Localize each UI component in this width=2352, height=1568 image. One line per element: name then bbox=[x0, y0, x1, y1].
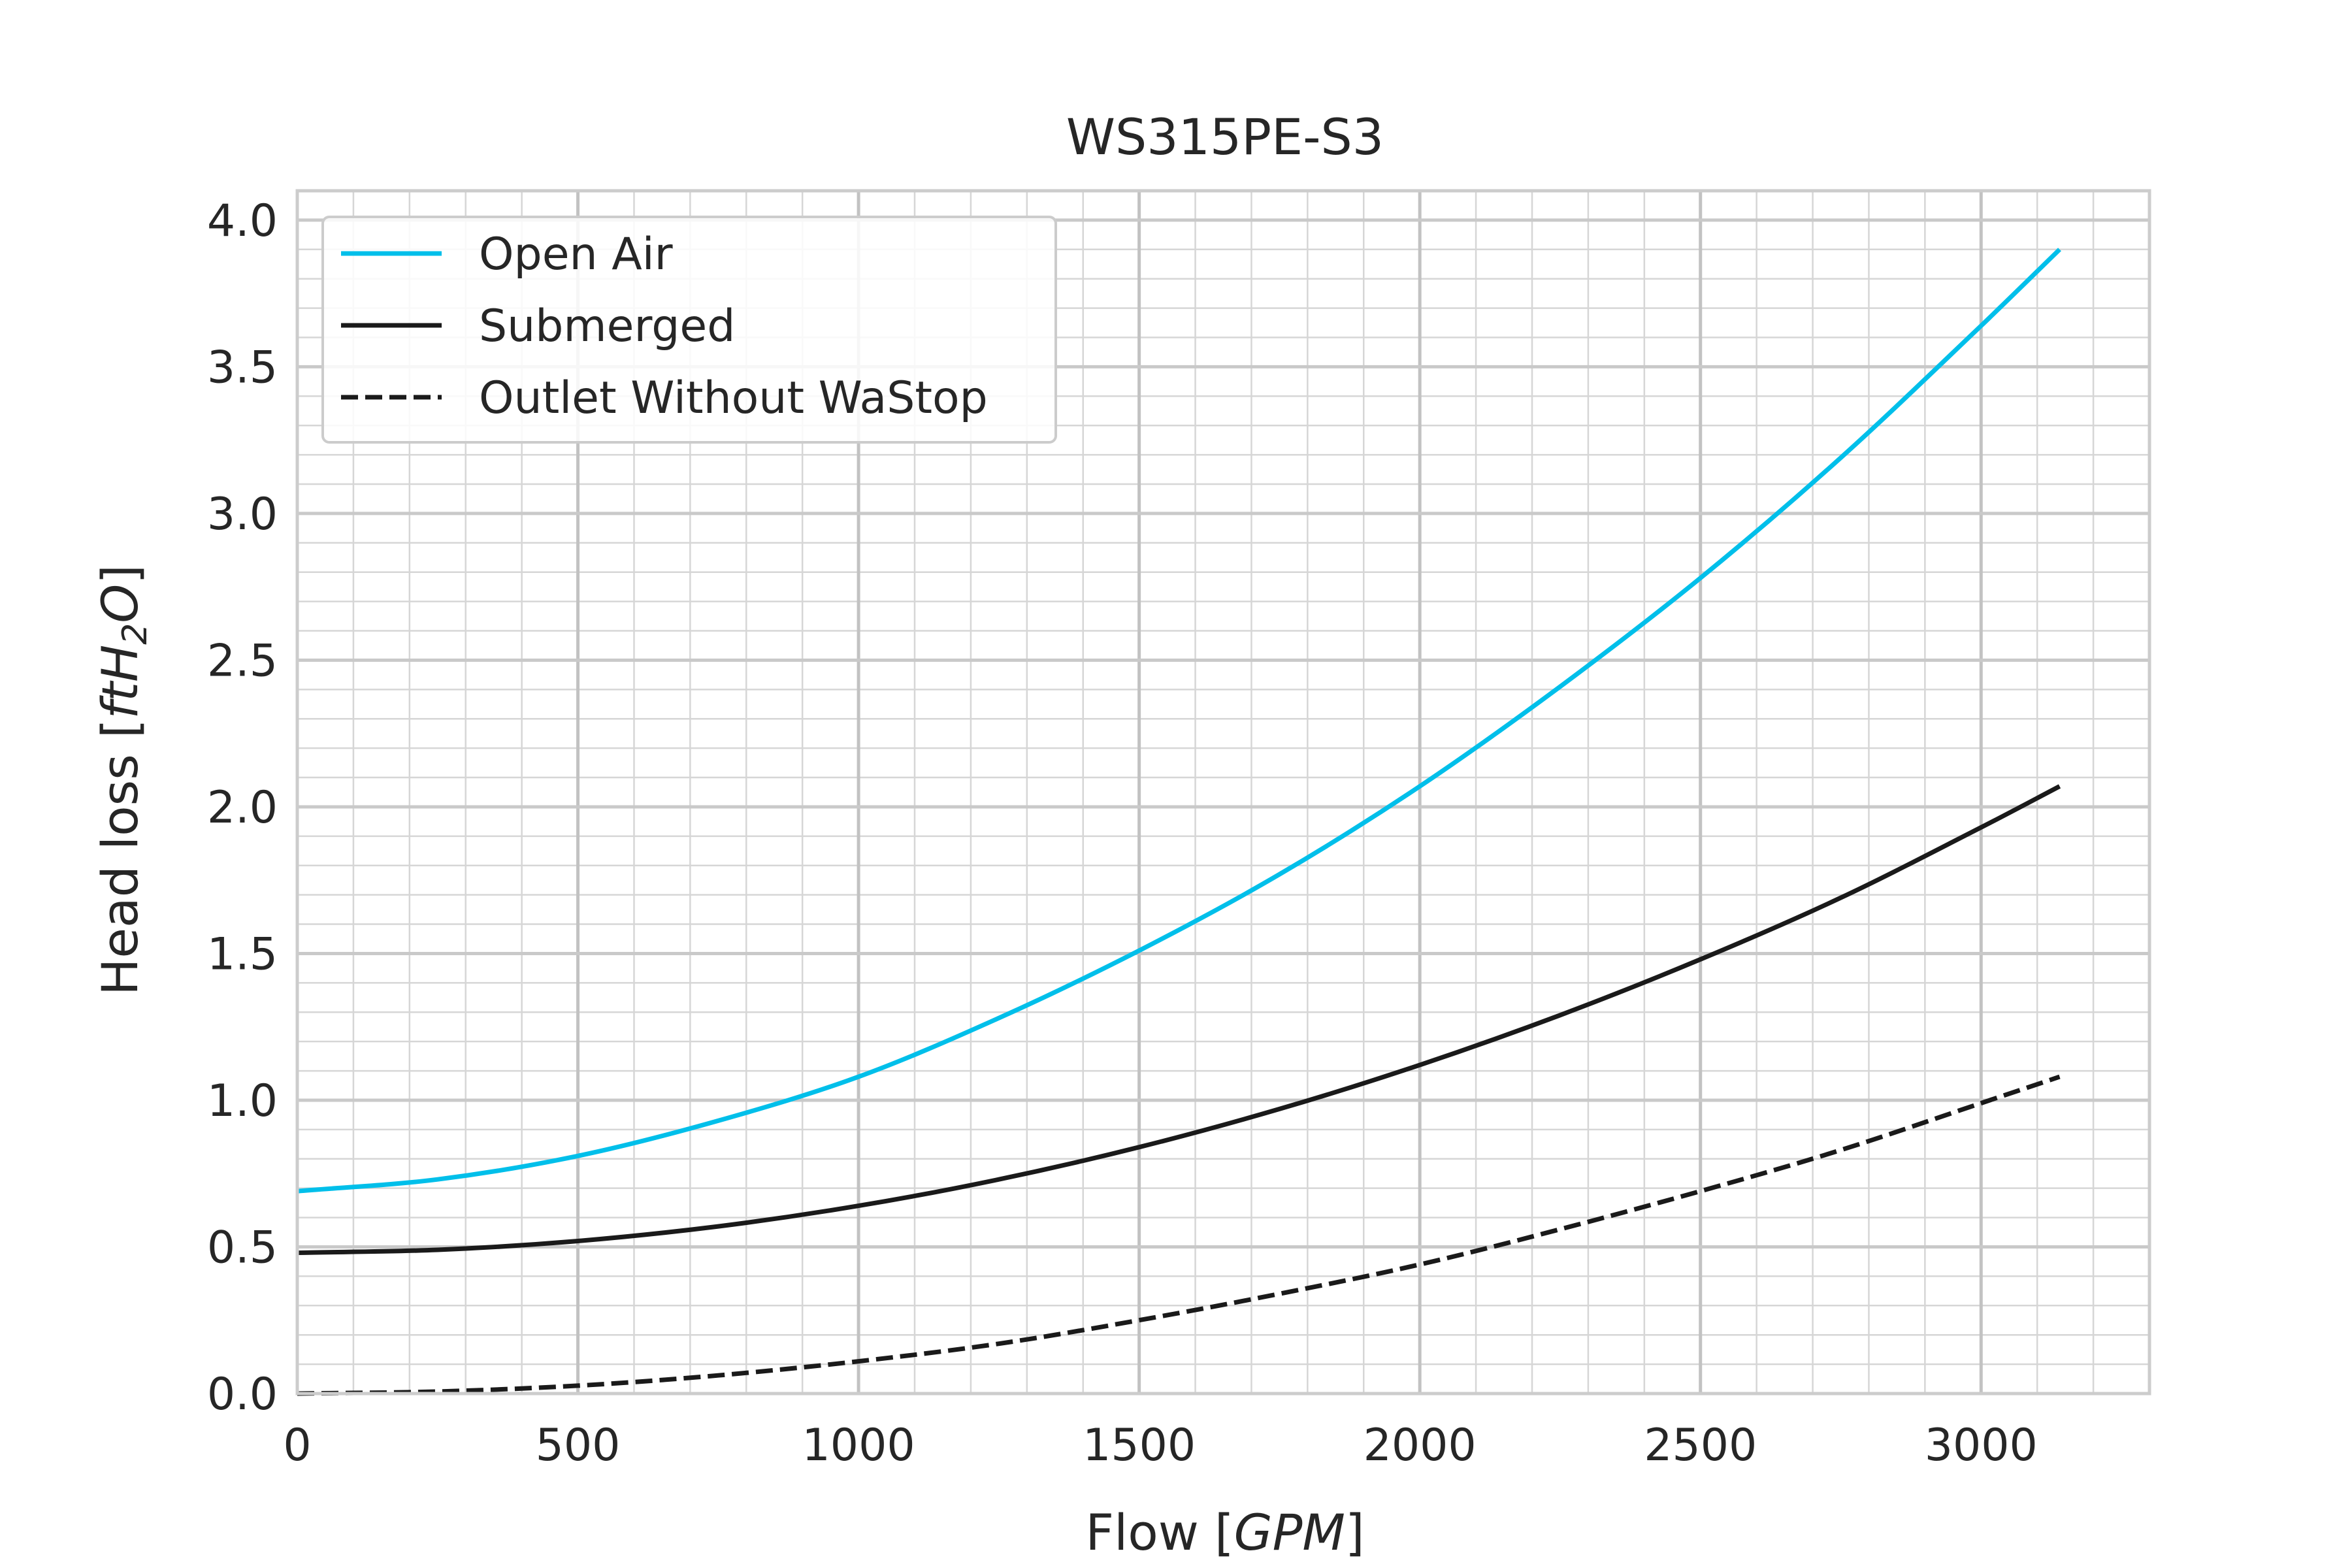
chart-title: WS315PE-S3 bbox=[1066, 108, 1384, 166]
y-tick-label: 1.5 bbox=[207, 928, 278, 980]
x-axis-label-unit: GPM bbox=[1234, 1503, 1345, 1561]
y-tick-label: 1.0 bbox=[207, 1075, 278, 1127]
series-layer bbox=[297, 248, 2061, 1396]
plot-frame bbox=[295, 189, 2151, 1396]
y-axis-label-prefix: Head loss [ bbox=[91, 719, 149, 996]
legend-box bbox=[321, 216, 1057, 444]
x-tick-label: 2500 bbox=[1644, 1420, 1757, 1471]
y-tick-label: 0.0 bbox=[207, 1369, 278, 1420]
y-axis-label-suffix: ] bbox=[91, 564, 149, 584]
x-tick-label: 1000 bbox=[802, 1420, 915, 1471]
x-tick-label: 1500 bbox=[1083, 1420, 1196, 1471]
y-tick-labels: 0.0 0.5 1.0 1.5 2.0 2.5 3.0 3.5 4.0 bbox=[207, 195, 278, 1420]
y-tick-label: 2.0 bbox=[207, 782, 278, 834]
y-axis-label-unit-b: O bbox=[91, 584, 149, 623]
y-axis-label: Head loss [ftH2O] bbox=[91, 564, 155, 996]
series-line-outlet-without-wastop bbox=[297, 1074, 2061, 1396]
y-axis-label-unit-sub: 2 bbox=[116, 623, 155, 645]
series-line-submerged bbox=[297, 784, 2061, 1255]
y-tick-label: 4.0 bbox=[207, 195, 278, 247]
x-tick-labels: 0 500 1000 1500 2000 2500 3000 bbox=[283, 1420, 2037, 1471]
legend-label-submerged: Submerged bbox=[479, 301, 735, 352]
legend-label-open-air: Open Air bbox=[479, 229, 673, 280]
legend-label-outlet-without-wastop: Outlet Without WaStop bbox=[479, 372, 988, 424]
y-tick-label: 2.5 bbox=[207, 635, 278, 687]
x-tick-label: 3000 bbox=[1925, 1420, 2038, 1471]
x-tick-label: 500 bbox=[536, 1420, 621, 1471]
x-axis-label-suffix: ] bbox=[1345, 1503, 1365, 1561]
y-tick-label: 0.5 bbox=[207, 1222, 278, 1273]
x-axis-label: Flow [GPM] bbox=[1085, 1503, 1364, 1561]
x-axis-label-prefix: Flow [ bbox=[1085, 1503, 1233, 1561]
y-axis-label-unit-a: ftH bbox=[91, 645, 149, 719]
legend: Open Air Submerged Outlet Without WaStop bbox=[321, 216, 1057, 444]
x-tick-label: 0 bbox=[283, 1420, 311, 1471]
x-tick-label: 2000 bbox=[1364, 1420, 1477, 1471]
series-line-open-air bbox=[297, 248, 2061, 1194]
y-tick-label: 3.5 bbox=[207, 342, 278, 393]
y-tick-label: 3.0 bbox=[207, 489, 278, 540]
